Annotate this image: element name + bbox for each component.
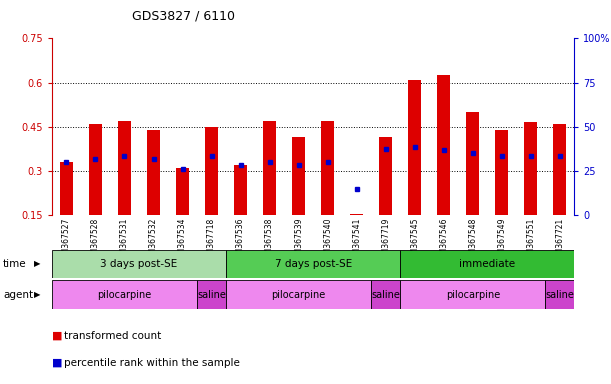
Bar <box>400 280 546 309</box>
Bar <box>524 122 537 215</box>
Bar <box>52 250 226 278</box>
Bar <box>292 137 305 215</box>
Bar <box>89 124 102 215</box>
Bar <box>400 250 574 278</box>
Bar <box>234 165 247 215</box>
Text: immediate: immediate <box>459 259 515 269</box>
Bar <box>263 121 276 215</box>
Text: saline: saline <box>371 290 400 300</box>
Bar <box>226 250 400 278</box>
Bar <box>408 79 421 215</box>
Bar <box>52 280 197 309</box>
Bar <box>197 280 226 309</box>
Bar <box>176 168 189 215</box>
Text: transformed count: transformed count <box>64 331 161 341</box>
Bar <box>321 121 334 215</box>
Bar <box>437 75 450 215</box>
Text: pilocarpine: pilocarpine <box>445 290 500 300</box>
Text: ▶: ▶ <box>34 260 40 268</box>
Bar <box>147 130 160 215</box>
Bar <box>466 112 479 215</box>
Text: pilocarpine: pilocarpine <box>271 290 326 300</box>
Bar <box>545 280 574 309</box>
Text: agent: agent <box>3 290 33 300</box>
Text: GDS3827 / 6110: GDS3827 / 6110 <box>132 10 235 23</box>
Text: 7 days post-SE: 7 days post-SE <box>274 259 352 269</box>
Text: time: time <box>3 259 27 269</box>
Text: percentile rank within the sample: percentile rank within the sample <box>64 358 240 368</box>
Bar <box>496 130 508 215</box>
Text: ▶: ▶ <box>34 290 40 299</box>
Text: 3 days post-SE: 3 days post-SE <box>100 259 178 269</box>
Bar <box>60 162 73 215</box>
Text: ■: ■ <box>52 358 62 368</box>
Bar <box>226 280 371 309</box>
Text: saline: saline <box>546 290 574 300</box>
Bar <box>118 121 131 215</box>
Text: ■: ■ <box>52 331 62 341</box>
Text: pilocarpine: pilocarpine <box>97 290 152 300</box>
Bar <box>350 214 363 215</box>
Text: saline: saline <box>197 290 226 300</box>
Bar <box>554 124 566 215</box>
Bar <box>379 137 392 215</box>
Bar <box>371 280 400 309</box>
Bar <box>205 127 218 215</box>
